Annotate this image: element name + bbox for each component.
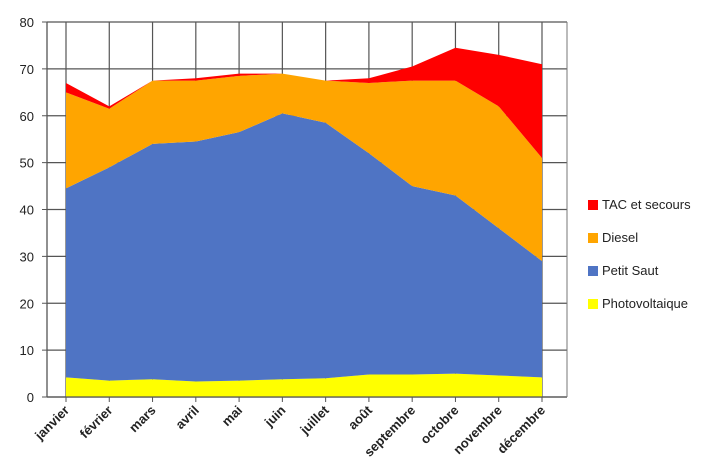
y-tick-label: 80 (20, 15, 34, 30)
area-diesel (66, 73, 542, 262)
y-tick-label: 30 (20, 249, 34, 264)
legend-swatch (588, 265, 598, 276)
legend-swatch (588, 199, 598, 210)
x-tick-label: juin (261, 402, 289, 430)
legend-label: TAC et secours (602, 197, 691, 212)
area-petit-saut (66, 113, 542, 382)
y-tick-label: 50 (20, 156, 34, 171)
x-tick-label: janvier (31, 403, 72, 444)
y-axis-ticks: 0 10 20 30 40 50 60 70 80 (20, 15, 47, 405)
y-tick-label: 10 (20, 343, 34, 358)
legend: TAC et secours Diesel Petit Saut Photovolta… (588, 188, 691, 320)
y-tick-label: 20 (20, 296, 34, 311)
y-tick-label: 0 (27, 390, 34, 405)
x-tick-label: mars (126, 403, 159, 436)
legend-swatch (588, 232, 598, 243)
legend-item: Diesel (588, 221, 691, 254)
y-tick-label: 60 (20, 109, 34, 124)
legend-label: Diesel (602, 230, 639, 245)
area-series (66, 47, 542, 397)
legend-item: Petit Saut (588, 254, 691, 287)
x-tick-label: février (77, 403, 116, 442)
area-tac-et-secours (66, 47, 542, 158)
x-tick-label: août (345, 402, 375, 432)
legend-item: Photovoltaique (588, 287, 691, 320)
legend-swatch (588, 298, 598, 309)
x-tick-label: juillet (296, 402, 332, 438)
x-tick-label: avril (172, 403, 202, 433)
y-tick-label: 40 (20, 203, 34, 218)
legend-label: Photovoltaique (602, 296, 689, 311)
y-tick-label: 70 (20, 62, 34, 77)
x-tick-label: mai (219, 403, 245, 429)
legend-label: Petit Saut (602, 263, 659, 278)
x-tick-label: octobre (417, 403, 461, 447)
x-axis-ticks: janvier février mars avril mai juin juillet aoû… (31, 397, 548, 460)
area-photovoltaique (66, 373, 542, 397)
legend-item: TAC et secours (588, 188, 691, 221)
